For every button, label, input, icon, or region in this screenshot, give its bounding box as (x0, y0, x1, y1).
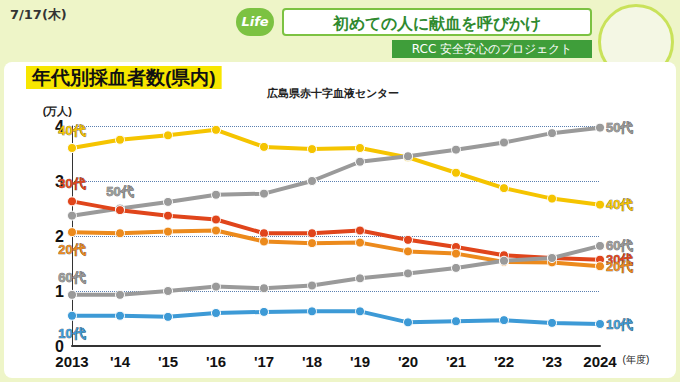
svg-text:20代: 20代 (606, 259, 633, 274)
html-text:7/17(木): 7/17(木) (10, 7, 67, 22)
svg-text:広島県赤十字血液センター: 広島県赤十字血液センター (266, 87, 399, 99)
svg-text:2: 2 (55, 227, 64, 245)
svg-text:'21: '21 (446, 353, 466, 370)
svg-text:50代: 50代 (606, 120, 633, 135)
svg-text:2013: 2013 (55, 353, 88, 370)
svg-text:'17: '17 (254, 353, 274, 370)
svg-text:年代別採血者数(県内): 年代別採血者数(県内) (31, 67, 216, 88)
svg-text:2024: 2024 (583, 353, 617, 370)
svg-text:1: 1 (55, 283, 64, 300)
svg-text:'23: '23 (542, 353, 562, 370)
svg-text:0: 0 (55, 337, 64, 355)
svg-text:(万人): (万人) (43, 105, 73, 118)
svg-text:'15: '15 (158, 353, 178, 370)
svg-text:60代: 60代 (58, 270, 85, 285)
svg-text:'16: '16 (206, 353, 226, 370)
svg-text:'19: '19 (350, 353, 370, 370)
svg-text:20代: 20代 (58, 242, 85, 257)
html-text:Life: Life (241, 14, 269, 29)
svg-text:'14: '14 (110, 353, 131, 370)
svg-text:30代: 30代 (58, 176, 85, 191)
svg-text:10代: 10代 (58, 326, 85, 341)
svg-text:(年度): (年度) (623, 354, 650, 365)
svg-text:40代: 40代 (58, 123, 85, 138)
html-text:初めての人に献血を呼びかけ: 初めての人に献血を呼びかけ (333, 14, 541, 33)
svg-text:'18: '18 (302, 353, 322, 370)
svg-text:50代: 50代 (106, 184, 133, 199)
svg-text:'22: '22 (494, 353, 514, 370)
svg-text:10代: 10代 (606, 317, 633, 332)
svg-text:60代: 60代 (606, 238, 633, 253)
html-text:RCC 安全安心のプロジェクト: RCC 安全安心のプロジェクト (411, 42, 573, 56)
svg-text:'20: '20 (398, 353, 418, 370)
svg-text:40代: 40代 (606, 197, 633, 212)
